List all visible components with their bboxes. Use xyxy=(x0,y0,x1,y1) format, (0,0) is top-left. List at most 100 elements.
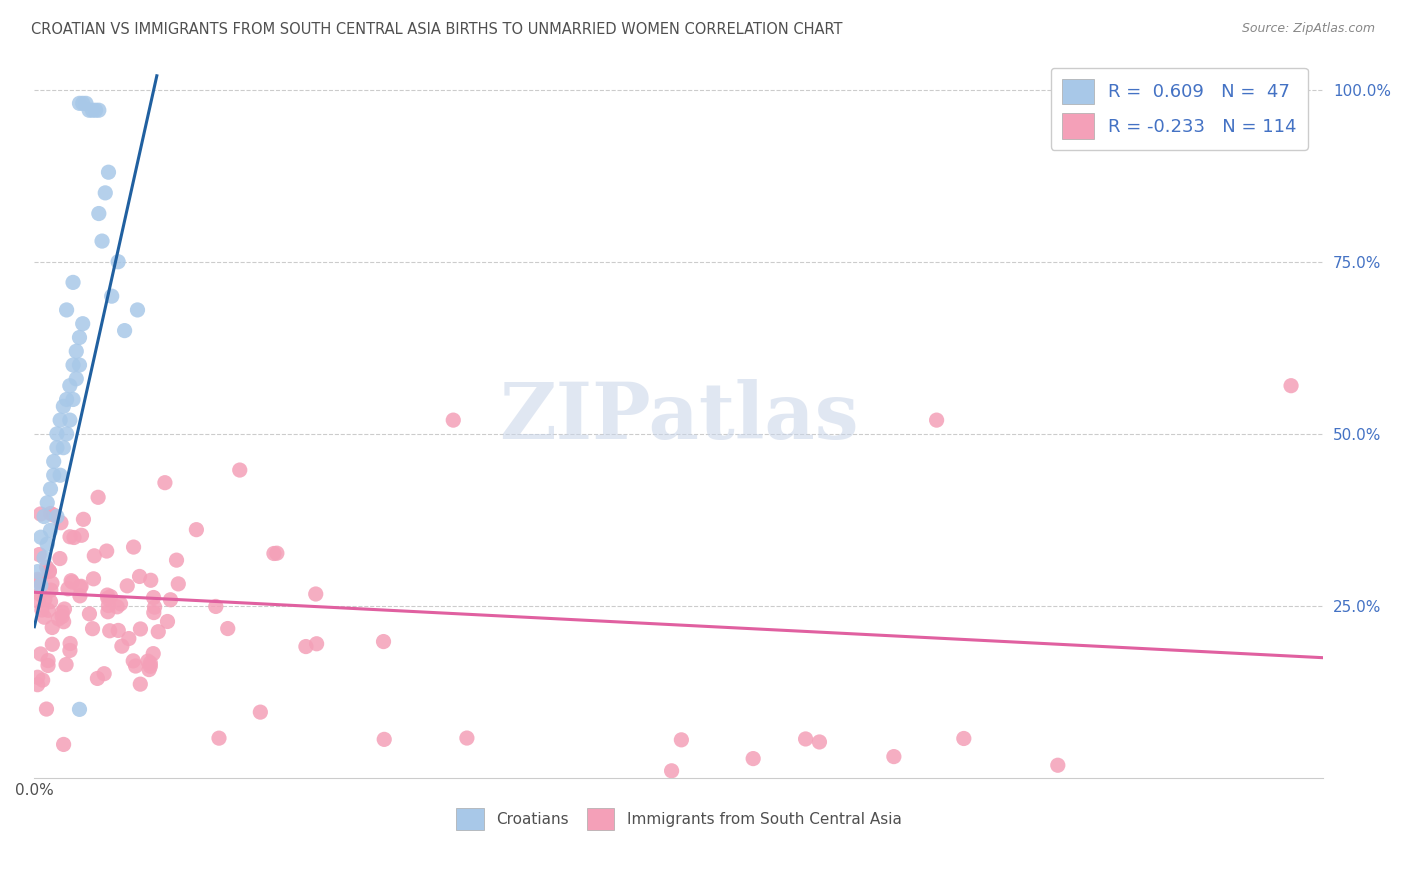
Point xyxy=(138,663,160,677)
Point xyxy=(167,577,190,591)
Point xyxy=(37,654,59,668)
Point xyxy=(77,103,100,118)
Text: CROATIAN VS IMMIGRANTS FROM SOUTH CENTRAL ASIA BIRTHS TO UNMARRIED WOMEN CORRELA: CROATIAN VS IMMIGRANTS FROM SOUTH CENTRA… xyxy=(31,22,842,37)
Point xyxy=(97,165,120,179)
Point xyxy=(37,603,59,617)
Point xyxy=(59,636,82,650)
Point xyxy=(39,595,62,609)
Point xyxy=(45,509,67,524)
Point xyxy=(42,468,65,483)
Point xyxy=(91,234,114,248)
Point xyxy=(55,392,77,407)
Point xyxy=(41,637,63,651)
Point xyxy=(1046,758,1069,772)
Point xyxy=(661,764,683,778)
Point xyxy=(42,508,65,522)
Point xyxy=(142,591,165,605)
Point xyxy=(60,575,83,590)
Point xyxy=(97,591,120,606)
Point xyxy=(883,749,905,764)
Point xyxy=(204,599,226,614)
Point xyxy=(32,509,55,524)
Point xyxy=(83,549,105,563)
Point xyxy=(97,605,120,619)
Point xyxy=(671,732,693,747)
Point xyxy=(45,441,67,455)
Point xyxy=(159,592,181,607)
Point xyxy=(111,639,134,653)
Point xyxy=(128,569,150,583)
Point xyxy=(65,344,87,359)
Point xyxy=(31,673,53,687)
Point xyxy=(82,103,104,118)
Point xyxy=(69,589,91,603)
Point xyxy=(82,622,104,636)
Point xyxy=(105,599,128,614)
Point xyxy=(96,544,118,558)
Point xyxy=(27,670,49,684)
Point xyxy=(62,392,84,407)
Point xyxy=(37,658,59,673)
Text: Source: ZipAtlas.com: Source: ZipAtlas.com xyxy=(1241,22,1375,36)
Point xyxy=(48,612,70,626)
Point xyxy=(166,553,188,567)
Point xyxy=(69,702,91,716)
Point xyxy=(49,551,72,566)
Point xyxy=(69,96,91,111)
Point xyxy=(98,624,121,638)
Point xyxy=(55,426,77,441)
Point xyxy=(38,565,60,579)
Point xyxy=(84,103,107,118)
Point xyxy=(30,578,52,592)
Point xyxy=(122,654,145,668)
Point xyxy=(72,96,94,111)
Point xyxy=(62,276,84,290)
Point xyxy=(107,254,129,268)
Point xyxy=(100,289,122,303)
Point xyxy=(79,607,101,621)
Point xyxy=(51,609,73,624)
Point xyxy=(65,372,87,386)
Point xyxy=(51,605,73,619)
Point xyxy=(136,654,159,668)
Point xyxy=(41,620,63,634)
Point xyxy=(456,731,478,745)
Point xyxy=(87,206,110,220)
Point xyxy=(808,735,831,749)
Point xyxy=(69,580,91,594)
Point xyxy=(49,413,72,427)
Point xyxy=(114,324,136,338)
Point xyxy=(37,496,59,510)
Point xyxy=(55,657,77,672)
Point xyxy=(153,475,176,490)
Point xyxy=(37,537,59,551)
Point xyxy=(373,732,395,747)
Point xyxy=(75,96,97,111)
Point xyxy=(139,656,162,670)
Point xyxy=(70,579,93,593)
Point xyxy=(55,302,77,317)
Point xyxy=(53,602,76,616)
Point xyxy=(45,426,67,441)
Point xyxy=(208,731,231,746)
Point xyxy=(49,516,72,530)
Point xyxy=(39,482,62,496)
Point xyxy=(86,672,108,686)
Point xyxy=(110,597,132,611)
Point xyxy=(129,677,152,691)
Point xyxy=(115,579,138,593)
Point xyxy=(59,643,82,657)
Point xyxy=(28,548,51,562)
Text: ZIPatlas: ZIPatlas xyxy=(499,379,859,455)
Legend: Croatians, Immigrants from South Central Asia: Croatians, Immigrants from South Central… xyxy=(450,802,908,836)
Point xyxy=(27,573,49,587)
Point xyxy=(266,546,288,560)
Point xyxy=(143,600,166,615)
Point xyxy=(27,594,49,608)
Point xyxy=(27,574,49,589)
Point xyxy=(59,530,82,544)
Point xyxy=(87,103,110,118)
Point xyxy=(1279,378,1302,392)
Point xyxy=(229,463,252,477)
Point xyxy=(69,358,91,372)
